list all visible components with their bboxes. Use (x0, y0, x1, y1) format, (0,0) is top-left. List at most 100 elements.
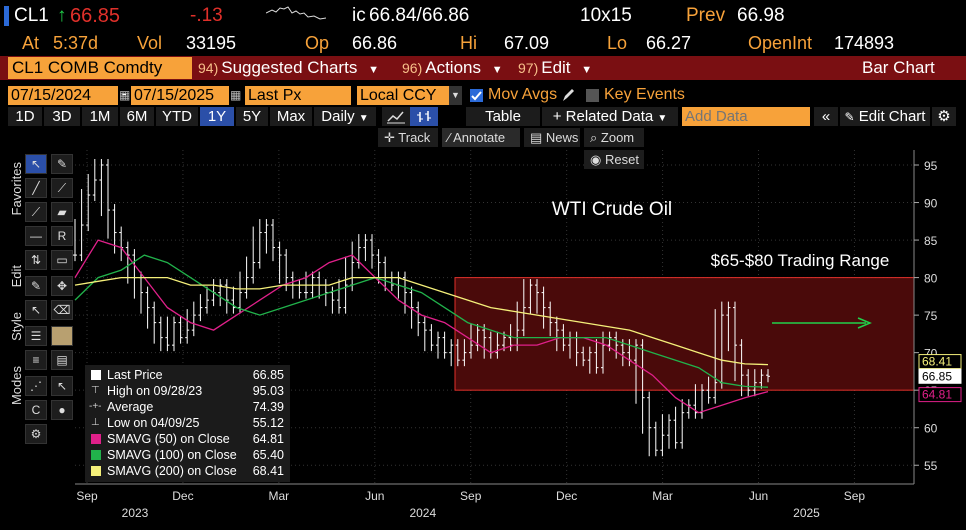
period-3d[interactable]: 3D (44, 107, 80, 126)
color-swatch-icon[interactable] (51, 326, 73, 346)
calendar-icon[interactable]: ▦ (119, 88, 131, 102)
start-date-field[interactable]: 07/15/2024 (8, 86, 118, 105)
style-tab[interactable]: Style (9, 312, 24, 341)
legend-swatch (91, 466, 101, 476)
legend-row[interactable]: SMAVG (100) on Close 65.40 (85, 447, 290, 463)
legend-row[interactable]: ⊥ Low on 04/09/25 55.12 (85, 415, 290, 431)
volume: 33195 (186, 33, 237, 53)
table-button[interactable]: Table (466, 107, 540, 126)
menu-edit[interactable]: 97) Edit ▼ (518, 56, 592, 82)
layout-icon[interactable]: ▤ (51, 350, 73, 370)
pen-icon[interactable]: ✎ (51, 154, 73, 174)
news-button[interactable]: ▤ News (524, 128, 580, 147)
axis-badge-label: 68.41 (922, 355, 952, 369)
quote-row-1: CL1 ↑ 66.85 -.13 ic 66.84/66.86 10x15 Pr… (0, 0, 966, 30)
modes-tab[interactable]: Modes (9, 366, 24, 406)
security-field[interactable]: CL1 COMB Comdty (8, 57, 192, 79)
calendar-icon[interactable]: ▦ (230, 88, 242, 102)
reset-button[interactable]: ◉ Reset (584, 150, 644, 169)
key-events-label[interactable]: Key Events (604, 86, 685, 103)
settings-row: 07/15/2024 ▦ - 07/15/2025 ▦ Last Px Loca… (0, 85, 966, 107)
edit-chart-button[interactable]: ✎ Edit Chart (840, 107, 930, 126)
legend-row[interactable]: ⊤ High on 09/28/23 95.03 (85, 383, 290, 399)
pencil-icon[interactable] (560, 86, 576, 104)
menu-label: Suggested Charts (221, 58, 358, 77)
quote-ticker[interactable]: CL1 (14, 5, 49, 26)
period-1d[interactable]: 1D (8, 107, 42, 126)
related-data-label: + Related Data (552, 108, 654, 125)
period-1m[interactable]: 1M (82, 107, 118, 126)
track-button[interactable]: ✛ Track (378, 128, 438, 147)
price-chart[interactable]: 556065707580859095Sep2023DecMarJun2024Se… (0, 127, 966, 530)
zoom-button[interactable]: ⌕ Zoom (584, 128, 644, 147)
brush-icon[interactable]: ✎ (25, 276, 47, 296)
collapse-icon[interactable]: « (814, 107, 838, 126)
horizontal-line-icon[interactable]: — (25, 226, 47, 246)
line-weight-icon[interactable]: ≡ (25, 350, 47, 370)
frequency-select[interactable]: Daily ▼ (314, 107, 376, 126)
settings-icon[interactable]: ⚙ (25, 424, 47, 444)
range-label: $65-$80 Trading Range (711, 251, 890, 270)
menu-suggested-charts[interactable]: 94) Suggested Charts ▼ (198, 56, 379, 82)
menu-actions[interactable]: 96) Actions ▼ (402, 56, 503, 82)
gear-icon[interactable]: ⚙ (932, 107, 956, 126)
end-date-field[interactable]: 07/15/2025 (131, 86, 229, 105)
legend-label: SMAVG (100) on Close (107, 448, 237, 462)
edit-chart-label: Edit Chart (858, 108, 926, 125)
x-tick-label: Sep (460, 489, 482, 503)
key-events-checkbox[interactable] (586, 89, 599, 102)
period-5y[interactable]: 5Y (236, 107, 268, 126)
dotted-line-icon[interactable]: ⋰ (25, 376, 47, 396)
caret-down-icon: ▼ (657, 113, 668, 124)
fib-icon[interactable]: ⇅ (25, 250, 47, 270)
edit-tab[interactable]: Edit (9, 265, 24, 288)
legend-row[interactable]: SMAVG (50) on Close 64.81 (85, 431, 290, 447)
mov-avgs-checkbox[interactable] (470, 89, 483, 102)
menu-code: 97) (518, 60, 539, 76)
legend-label: SMAVG (200) on Close (107, 464, 237, 478)
last-price: 66.85 (70, 5, 121, 27)
x-tick-label: Sep (844, 489, 866, 503)
cycle-icon[interactable]: C (25, 400, 47, 420)
bar-chart-icon[interactable] (410, 107, 438, 126)
line-chart-icon[interactable] (382, 107, 410, 126)
palette-icon[interactable]: ● (51, 400, 73, 420)
annotate-icon: ⁄ (448, 130, 454, 145)
period-ytd[interactable]: YTD (156, 107, 198, 126)
pointer-icon[interactable]: ↖ (25, 154, 47, 174)
eraser-icon[interactable]: ⌫ (51, 300, 73, 320)
period-1y[interactable]: 1Y (200, 107, 234, 126)
period-max[interactable]: Max (270, 107, 312, 126)
select-icon[interactable]: ↖ (25, 300, 47, 320)
legend-row[interactable]: -+- Average 74.39 (85, 399, 290, 415)
favorites-tab[interactable]: Favorites (9, 162, 24, 216)
trendline-icon[interactable]: ╱ (25, 178, 47, 198)
bid-ask: 66.84/66.86 (369, 5, 470, 26)
legend-row[interactable]: SMAVG (200) on Close 68.41 (85, 463, 290, 479)
legend-row[interactable]: Last Price 66.85 (85, 367, 290, 383)
period-6m[interactable]: 6M (120, 107, 154, 126)
currency-select[interactable]: Local CCY (357, 86, 449, 105)
move-icon[interactable]: ✥ (51, 276, 73, 296)
sparkline-icon (265, 4, 327, 24)
legend-label: High on 09/28/23 (107, 384, 203, 398)
cursor-plus-icon[interactable]: ↖ (51, 376, 73, 396)
text-icon[interactable]: R (51, 226, 73, 246)
segment-icon[interactable]: ⟋ (25, 202, 47, 222)
chart-legend: Last Price 66.85 ⊤ High on 09/28/23 95.0… (85, 365, 290, 482)
caret-down-icon: ▼ (491, 64, 503, 76)
related-data-button[interactable]: + Related Data ▼ (542, 107, 678, 126)
field-select[interactable]: Last Px (245, 86, 351, 105)
add-data-input[interactable] (682, 107, 810, 126)
legend-label: SMAVG (50) on Close (107, 432, 230, 446)
annotate-button[interactable]: ⁄ Annotate (442, 128, 520, 147)
vol-label: Vol (137, 33, 163, 53)
menu-code: 94) (198, 60, 219, 76)
ray-icon[interactable]: ⟋ (51, 178, 73, 198)
channel-icon[interactable]: ▰ (51, 202, 73, 222)
caret-down-icon[interactable]: ▼ (449, 86, 462, 105)
rectangle-icon[interactable]: ▭ (51, 250, 73, 270)
line-style-icon[interactable]: ☰ (25, 326, 47, 346)
mov-avgs-label[interactable]: Mov Avgs (488, 86, 558, 103)
y-tick-label: 75 (924, 309, 938, 323)
